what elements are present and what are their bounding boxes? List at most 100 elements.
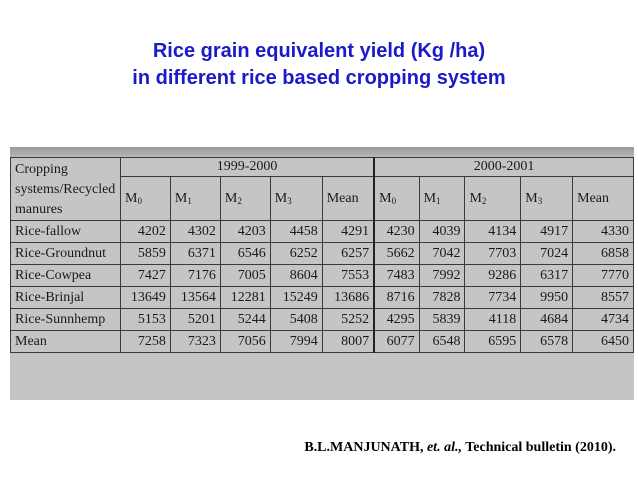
table-cell: 5408 bbox=[269, 308, 323, 331]
column-header-base: Mean bbox=[326, 190, 359, 206]
column-header-base: M bbox=[124, 190, 138, 206]
column-header: Mean bbox=[321, 176, 375, 221]
table-cell: 5662 bbox=[373, 242, 420, 265]
table-cell: 4734 bbox=[572, 308, 634, 331]
row-label: Rice-Groundnut bbox=[10, 242, 121, 265]
title-line-2: in different rice based cropping system bbox=[132, 67, 506, 89]
table-cell: 4295 bbox=[373, 308, 420, 331]
slide-title: Rice grain equivalent yield (Kg /ha) in … bbox=[0, 38, 638, 92]
table-cell: 6252 bbox=[269, 242, 323, 265]
year-header-2000: 2000-2001 bbox=[373, 156, 634, 178]
column-header: M3 bbox=[269, 176, 323, 221]
table-cell: 12281 bbox=[219, 286, 271, 309]
column-header: M2 bbox=[464, 176, 522, 221]
column-header-base: Mean bbox=[577, 190, 610, 206]
table-cell: 6371 bbox=[169, 242, 221, 265]
citation-author: B.L.MANJUNATH, bbox=[304, 440, 424, 455]
column-header-base: M bbox=[174, 190, 188, 206]
table-cell: 4202 bbox=[119, 220, 171, 243]
table-cell: 7056 bbox=[219, 330, 271, 353]
column-header-subscript: 1 bbox=[187, 195, 192, 206]
column-header: M0 bbox=[119, 176, 171, 221]
column-header-subscript: 1 bbox=[436, 195, 441, 206]
table-row: Rice-Sunnhemp 5153 5201 5244 5408 5252 4295 583… bbox=[10, 308, 634, 331]
citation-etal: et. al., bbox=[426, 440, 462, 455]
yield-table: Cropping systems/Recycled manures 1999-2… bbox=[10, 156, 634, 353]
table-cell: 7483 bbox=[373, 264, 420, 287]
column-header-subscript: 0 bbox=[391, 195, 397, 206]
column-header-subscript: 3 bbox=[287, 195, 292, 206]
table-cell: 5153 bbox=[119, 308, 171, 331]
table-cell: 7992 bbox=[418, 264, 466, 287]
table-cell: 8007 bbox=[321, 330, 375, 353]
table-cell: 4039 bbox=[418, 220, 466, 243]
corner-line: systems/Recycled bbox=[15, 182, 116, 197]
citation: B.L.MANJUNATH, et. al., Technical bullet… bbox=[304, 440, 616, 456]
row-label: Rice-Brinjal bbox=[10, 286, 121, 309]
table-cell: 6317 bbox=[520, 264, 574, 287]
row-label: Mean bbox=[10, 330, 121, 353]
table-cell: 4291 bbox=[321, 220, 375, 243]
row-label: Rice-Cowpea bbox=[10, 264, 121, 287]
table-row: Mean 7258 7323 7056 7994 8007 6077 6548 6595 6578… bbox=[10, 330, 634, 353]
table-cell: 13686 bbox=[321, 286, 375, 309]
column-header-base: M bbox=[525, 190, 538, 206]
table-cell: 7703 bbox=[464, 242, 522, 265]
table-cell: 13649 bbox=[119, 286, 171, 309]
table-cell: 5252 bbox=[321, 308, 375, 331]
table-cell: 7176 bbox=[169, 264, 221, 287]
table-cell: 7323 bbox=[169, 330, 221, 353]
corner-line: manures bbox=[15, 202, 63, 217]
column-header-base: M bbox=[423, 190, 437, 206]
table-cell: 9950 bbox=[520, 286, 574, 309]
table-cell: 4917 bbox=[520, 220, 574, 243]
table-cell: 5201 bbox=[169, 308, 221, 331]
column-header-subscript: 2 bbox=[481, 195, 487, 206]
column-header: M1 bbox=[418, 176, 466, 221]
column-header-subscript: 2 bbox=[237, 195, 242, 206]
table-cell: 6257 bbox=[321, 242, 375, 265]
table-row: Rice-fallow 4202 4302 4203 4458 4291 4230 4039 4… bbox=[10, 220, 634, 243]
table-cell: 7042 bbox=[418, 242, 466, 265]
table-cell: 4134 bbox=[464, 220, 522, 243]
table-cell: 4684 bbox=[520, 308, 574, 331]
table-cell: 4230 bbox=[373, 220, 420, 243]
table-cell: 4330 bbox=[572, 220, 634, 243]
column-header: M1 bbox=[169, 176, 221, 221]
table-cell: 13564 bbox=[169, 286, 221, 309]
year-header-1999: 1999-2000 bbox=[119, 156, 375, 178]
table-cell: 7005 bbox=[219, 264, 271, 287]
column-header: M0 bbox=[373, 176, 420, 221]
corner-line: Cropping bbox=[15, 162, 68, 177]
table-cell: 8716 bbox=[373, 286, 420, 309]
table-cell: 7770 bbox=[572, 264, 634, 287]
table-cell: 6595 bbox=[464, 330, 522, 353]
table-cell: 6578 bbox=[520, 330, 574, 353]
table-cell: 7024 bbox=[520, 242, 574, 265]
table-cell: 6858 bbox=[572, 242, 634, 265]
column-header-subscript: 3 bbox=[537, 195, 543, 206]
row-label: Rice-Sunnhemp bbox=[10, 308, 121, 331]
table-cell: 6546 bbox=[219, 242, 271, 265]
table-cell: 6450 bbox=[572, 330, 634, 353]
table-cell: 7828 bbox=[418, 286, 466, 309]
table-cell: 4302 bbox=[169, 220, 221, 243]
table-cell: 7258 bbox=[119, 330, 171, 353]
table-cell: 8604 bbox=[269, 264, 323, 287]
table-cell: 6077 bbox=[373, 330, 420, 353]
table-cell: 4203 bbox=[219, 220, 271, 243]
table-cell: 8557 bbox=[572, 286, 634, 309]
column-header-base: M bbox=[379, 190, 392, 206]
column-header-base: M bbox=[224, 190, 238, 206]
table-cell: 9286 bbox=[464, 264, 522, 287]
subheader-row: M0 M1 M2 M3 Mean M0 M1 M2 M3 Mean bbox=[11, 176, 634, 221]
table-cell: 7553 bbox=[321, 264, 375, 287]
table-cell: 6548 bbox=[418, 330, 466, 353]
column-header-subscript: 0 bbox=[137, 195, 142, 206]
row-label: Rice-fallow bbox=[10, 220, 121, 243]
table-cell: 4118 bbox=[464, 308, 522, 331]
title-line-1: Rice grain equivalent yield (Kg /ha) bbox=[152, 40, 486, 62]
column-header-base: M bbox=[274, 190, 288, 206]
column-header-base: M bbox=[469, 190, 482, 206]
yield-table-image: Cropping systems/Recycled manures 1999-2… bbox=[10, 147, 634, 400]
